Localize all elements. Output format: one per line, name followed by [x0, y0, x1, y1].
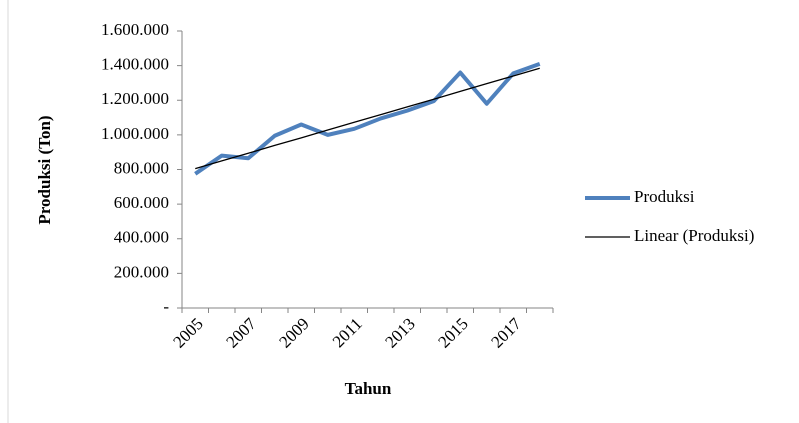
legend-label: Produksi	[634, 187, 695, 206]
x-tick-label: 2005	[169, 314, 206, 351]
y-tick-label: -	[163, 297, 169, 316]
x-tick-label: 2015	[434, 314, 471, 351]
x-tick-label: 2009	[275, 314, 312, 351]
y-tick-label: 600.000	[114, 193, 169, 212]
legend-label: Linear (Produksi)	[634, 226, 754, 245]
trend-line	[195, 67, 540, 170]
x-axis-label: Tahun	[345, 379, 392, 398]
data-line	[194, 62, 541, 176]
x-tick-label: 2013	[381, 314, 418, 351]
x-tick-label: 2017	[487, 314, 525, 352]
y-tick-label: 800.000	[114, 158, 169, 177]
y-tick-label: 400.000	[114, 228, 169, 247]
y-tick-label: 1.600.000	[101, 20, 169, 39]
y-tick-label: 1.000.000	[101, 124, 169, 143]
y-tick-label: 1.400.000	[101, 55, 169, 74]
y-axis-label: Produksi (Ton)	[35, 115, 54, 224]
y-tick-label: 200.000	[114, 262, 169, 281]
x-tick-label: 2011	[329, 314, 366, 351]
y-tick-label: 1.200.000	[101, 89, 169, 108]
x-tick-label: 2007	[222, 314, 260, 352]
